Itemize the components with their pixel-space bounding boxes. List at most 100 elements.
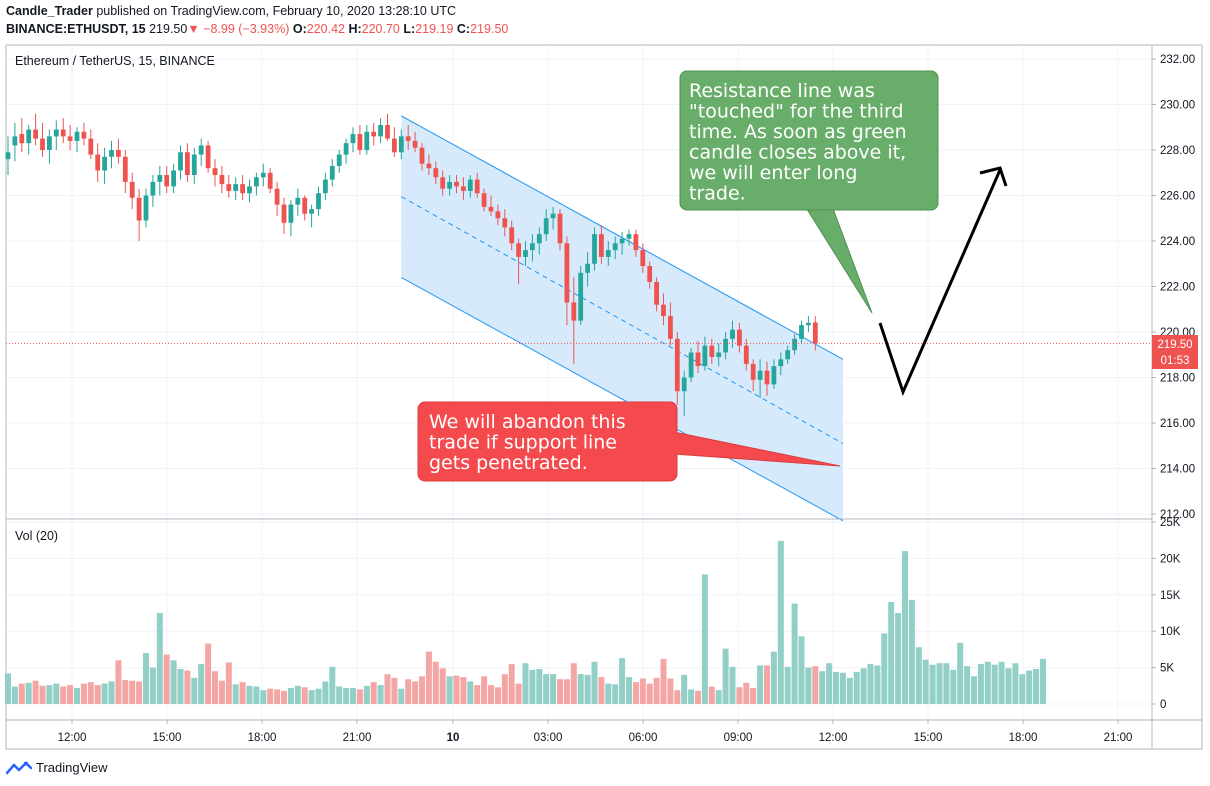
volume-bar <box>143 653 149 704</box>
volume-bar <box>149 667 156 704</box>
candle-body <box>461 186 466 191</box>
volume-bar <box>577 674 584 704</box>
volume-bar <box>232 684 239 704</box>
candle-body <box>806 322 811 326</box>
author-name[interactable]: Candle_Trader <box>6 4 93 18</box>
volume-bar <box>384 674 391 704</box>
volume-bar <box>343 687 350 704</box>
resistance-callout[interactable]: Resistance line was"touched" for the thi… <box>679 70 939 314</box>
candle-body <box>60 129 66 137</box>
volume-bar <box>94 685 101 704</box>
volume-bar <box>336 686 343 704</box>
volume-bar <box>308 690 315 704</box>
volume-bar <box>136 681 143 704</box>
candle-body <box>385 124 390 139</box>
candle-body <box>530 243 535 251</box>
time-axis[interactable]: 12:00 15:00 18:00 21:00 10 03:00 06:00 09:00 12:… <box>58 720 1133 744</box>
volume-bar <box>998 661 1005 704</box>
volume-bar <box>170 660 177 704</box>
volume-bar <box>743 682 750 704</box>
candle-body <box>260 172 266 178</box>
time-tick-label: 15:00 <box>153 732 182 744</box>
volume-bar <box>888 602 895 704</box>
candle-body <box>557 213 563 244</box>
volume-bar <box>481 676 488 704</box>
candle-body <box>523 250 528 257</box>
high-value: 220.70 <box>361 22 400 36</box>
volume-bar <box>1019 674 1026 704</box>
candle-body <box>392 138 397 153</box>
volume-bar <box>412 681 419 704</box>
candle-body <box>454 181 459 187</box>
volume-bar <box>398 688 405 704</box>
candle-body <box>771 366 777 385</box>
volume-bar <box>80 683 87 704</box>
volume-bar <box>957 642 964 704</box>
candle-body <box>254 177 259 187</box>
volume-bar <box>653 677 660 704</box>
time-tick-label: 06:00 <box>629 732 658 744</box>
volume-bar <box>453 675 460 704</box>
volume-bar <box>156 613 163 704</box>
tradingview-footer[interactable]: TradingView <box>6 760 108 775</box>
candle-body <box>81 131 87 139</box>
volume-bar <box>474 685 481 704</box>
price-tick-label: 214.00 <box>1160 464 1195 476</box>
volume-bar <box>619 658 626 704</box>
candle-body <box>316 193 321 210</box>
candle-body <box>198 145 204 155</box>
time-tick-label: 18:00 <box>1009 732 1038 744</box>
candle-body <box>150 181 156 196</box>
candle-body <box>716 352 722 358</box>
chart-frame <box>5 44 1203 750</box>
volume-bar <box>708 686 715 704</box>
projection-arrow[interactable] <box>878 166 1008 397</box>
candle-body <box>109 150 114 157</box>
volume-bar <box>363 685 370 704</box>
volume-bar <box>184 670 191 704</box>
volume-axis[interactable]: 0 5K 10K 15K 20K 25K <box>1152 517 1181 711</box>
candle-body <box>116 150 121 157</box>
candle-body <box>178 152 183 171</box>
price-axis[interactable]: 212.00214.00216.00218.00220.00222.00224.… <box>1152 54 1195 521</box>
volume-bar <box>895 613 902 704</box>
candle-body <box>433 168 439 178</box>
candle-body <box>74 131 80 141</box>
candle-body <box>88 138 94 155</box>
volume-bar <box>329 666 336 704</box>
volume-bar <box>846 677 853 704</box>
volume-bar <box>570 663 577 704</box>
candle-body <box>343 143 349 155</box>
candle-body <box>288 204 294 223</box>
projection-path <box>878 169 1002 397</box>
candle-body <box>674 338 680 392</box>
time-tick-label: 21:00 <box>1104 732 1133 744</box>
candle-body <box>336 154 342 166</box>
volume-bar <box>646 683 653 704</box>
volume-bar <box>460 677 467 704</box>
volume-bar <box>929 664 936 704</box>
open-value: 220.42 <box>306 22 345 36</box>
volume-bar <box>274 689 281 704</box>
low-value: 219.19 <box>415 22 454 36</box>
candlestick-series <box>5 113 818 417</box>
volume-bar <box>943 663 950 704</box>
symbol: BINANCE:ETHUSDT, 15 <box>6 22 146 36</box>
volume-bar <box>860 668 867 704</box>
volume-bar <box>287 687 294 704</box>
volume-bar <box>522 663 529 704</box>
volume-bar <box>370 682 377 704</box>
volume-tick-label: 25K <box>1160 517 1181 529</box>
volume-bar <box>419 676 425 704</box>
resistance-note-line: time. As soon as green <box>689 121 907 143</box>
support-note-line: trade if support line <box>429 432 617 454</box>
candle-body <box>495 211 501 219</box>
volume-bar <box>833 671 839 704</box>
channel-midline <box>401 196 844 444</box>
candle-body <box>302 197 308 214</box>
volume-tick-label: 20K <box>1160 553 1181 565</box>
candle-body <box>164 175 170 187</box>
